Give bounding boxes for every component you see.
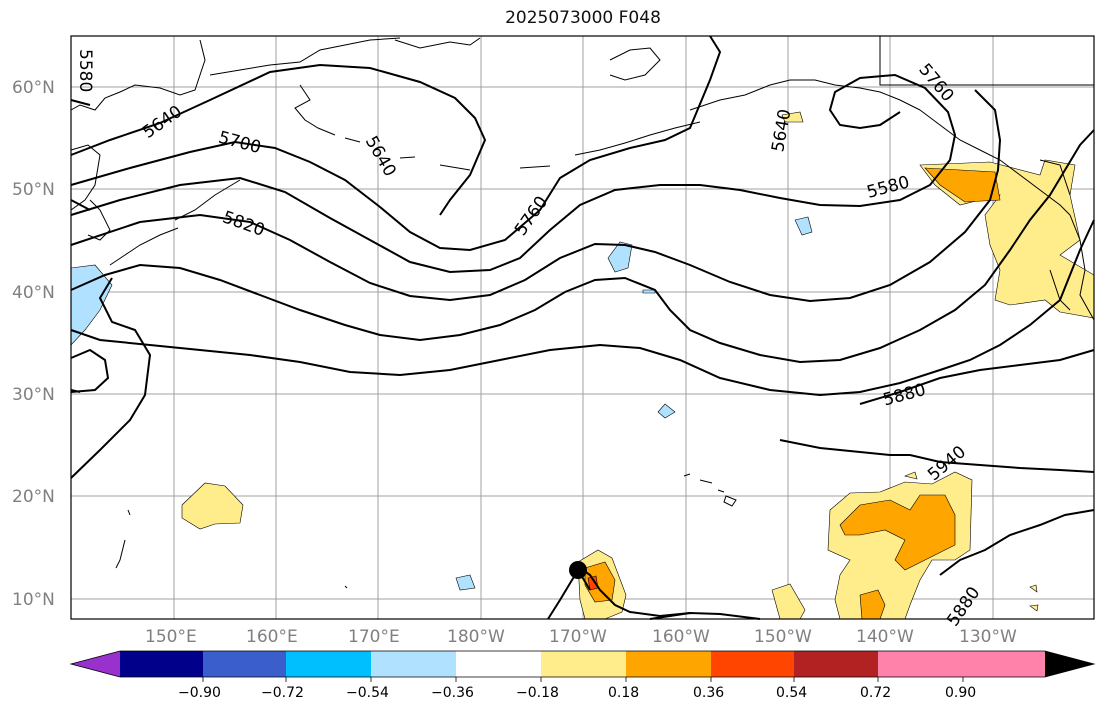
colorbar-segment [456, 651, 541, 677]
colorbar-segment [626, 651, 711, 677]
colorbar-segment [541, 651, 626, 677]
colorbar-tick-label: −0.36 [431, 685, 474, 701]
colorbar-segment [286, 651, 371, 677]
colorbar-tick-label: 0.90 [945, 685, 977, 701]
colorbar-tick-label: 0.54 [776, 685, 808, 701]
colorbar-segment [794, 651, 878, 677]
storm-track [577, 569, 591, 591]
colorbar-segment [371, 651, 456, 677]
colorbar-segment [203, 651, 286, 677]
colorbar-extend-high [1045, 651, 1094, 677]
colorbar-tick-label: 0.36 [693, 685, 725, 701]
latitude-label: 30°N [12, 385, 55, 405]
latitude-label: 40°N [12, 283, 55, 303]
latitude-label: 50°N [12, 180, 55, 200]
colorbar-tick-label: −0.90 [178, 685, 221, 701]
height-contours [70, 35, 1095, 620]
longitude-label: 130°W [959, 627, 1017, 647]
longitude-label: 150°W [754, 627, 812, 647]
colorbar-tick-label: −0.72 [261, 685, 304, 701]
longitude-label: 180°W [447, 627, 505, 647]
colorbar [69, 650, 1096, 682]
longitude-label: 150°E [145, 627, 197, 647]
colorbar-segment [878, 651, 963, 677]
longitude-label: 160°E [246, 627, 298, 647]
colorbar-extend-low [71, 651, 120, 677]
positive-anomaly-shading [181, 111, 1095, 620]
colorbar-segment [711, 651, 794, 677]
colorbar-tick-label: 0.72 [860, 685, 892, 701]
plot-frame [70, 35, 1095, 620]
coastlines [70, 36, 1095, 589]
colorbar-tick-label: 0.18 [608, 685, 640, 701]
colorbar-segment [963, 651, 1045, 677]
colorbar-outline [69, 650, 1096, 678]
latitude-label: 60°N [12, 78, 55, 98]
longitude-label: 170°E [348, 627, 400, 647]
longitude-label: 160°W [652, 627, 710, 647]
colorbar-tick-label: −0.54 [346, 685, 389, 701]
colorbar-tick-label: −0.18 [516, 685, 559, 701]
longitude-label: 170°W [549, 627, 607, 647]
latitude-label: 20°N [12, 487, 55, 507]
longitude-label: 140°W [856, 627, 914, 647]
colorbar-segment [120, 651, 203, 677]
map-title: 2025073000 F048 [505, 8, 661, 28]
contour-label: 5580 [75, 49, 95, 92]
latitude-label: 10°N [12, 590, 55, 610]
